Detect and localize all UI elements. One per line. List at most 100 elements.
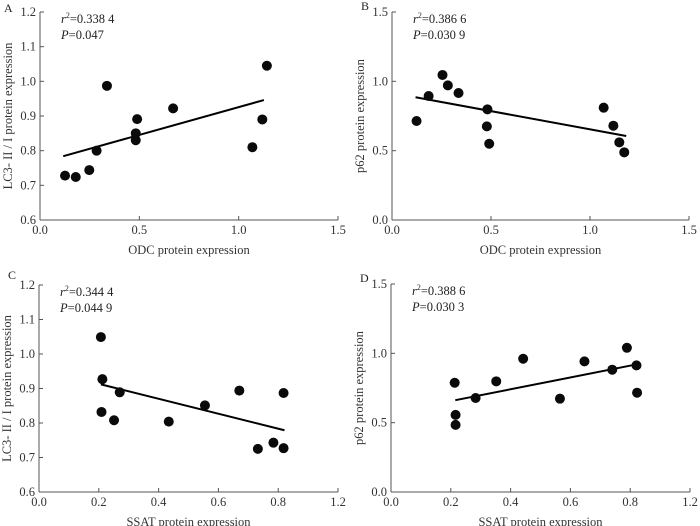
y-tick-label: 0.8 (19, 416, 35, 430)
data-point (97, 374, 108, 385)
panel-d: D 0.0 0.2 0.4 0.6 0.8 1.2 0.0 0.5 1.0 1.5 SSAT prot… (352, 271, 698, 526)
r-squared-stat: r2=0.344 4 (60, 284, 114, 299)
x-tick-label: 1.5 (681, 223, 697, 237)
p-symbol: P (60, 28, 69, 42)
data-point (168, 103, 179, 114)
data-point (101, 80, 112, 91)
data-point (484, 138, 495, 149)
data-point (598, 102, 609, 113)
r-squared-value: =0.386 6 (422, 12, 467, 26)
data-point (481, 121, 492, 132)
y-tick-label: 0.5 (372, 144, 388, 158)
data-point (132, 114, 143, 125)
y-tick-label: 0.6 (19, 485, 35, 499)
panel-a: A 0.0 0.5 1.0 1.5 0.6 0.7 0.8 0.9 1.0 1.1 1.2 ODC pr… (1, 1, 346, 257)
y-tick-label: 0.7 (19, 451, 35, 465)
data-point (608, 120, 619, 131)
data-point (278, 387, 289, 398)
data-point (247, 142, 258, 153)
data-point (114, 387, 125, 398)
data-point (84, 165, 95, 176)
y-tick-label: 1.0 (20, 74, 36, 88)
data-point (199, 400, 210, 411)
y-tick-label: 1.2 (19, 278, 35, 292)
x-tick-label: 1.0 (231, 223, 247, 237)
y-tick-label: 1.2 (20, 5, 36, 19)
data-point (96, 406, 107, 417)
data-point (130, 135, 141, 146)
x-tick-label: 0.2 (443, 495, 459, 509)
panel-c: C 0.0 0.2 0.4 0.6 0.8 1.2 0.6 0.7 0.8 0.9 1.0 1.1 1.2… (0, 268, 346, 526)
x-axis-label: ODC protein expression (128, 243, 250, 257)
data-point (621, 342, 632, 353)
x-tick-label: 0.6 (563, 495, 579, 509)
x-tick-label: 0.0 (383, 495, 399, 509)
regression-line (455, 363, 636, 402)
y-tick-label: 1.5 (372, 5, 388, 19)
x-tick-label: 0.8 (270, 495, 286, 509)
r-symbol: r (61, 12, 66, 26)
p-value-stat: P=0.030 9 (412, 28, 465, 42)
y-axis-label: p62 protein expression (352, 330, 366, 445)
r-symbol: r (60, 285, 65, 299)
r-squared-value: =0.388 6 (421, 284, 466, 298)
p-symbol: P (411, 300, 420, 314)
data-point (579, 356, 590, 367)
data-point (450, 419, 461, 430)
y-tick-label: 0.0 (371, 485, 387, 499)
data-point (130, 128, 141, 139)
data-point (70, 172, 81, 183)
data-point (518, 353, 529, 364)
data-point (632, 387, 643, 398)
p-symbol: P (412, 28, 421, 42)
r-squared-stat: r2=0.386 6 (413, 11, 466, 26)
data-point (453, 87, 464, 98)
y-tick-label: 1.5 (371, 277, 387, 291)
y-tick-label: 0.9 (19, 382, 35, 396)
data-point (109, 415, 120, 426)
data-point (234, 385, 245, 396)
x-axis-label: SSAT protein expression (478, 515, 603, 526)
p-value: =0.030 3 (420, 300, 465, 314)
r-symbol: r (412, 284, 417, 298)
x-tick-label: 1.0 (582, 223, 598, 237)
p-value-stat: P=0.030 3 (411, 300, 464, 314)
r-squared-value: =0.338 4 (70, 12, 115, 26)
panel-b: B 0.0 0.5 1.0 1.5 0.0 0.5 1.0 1.5 ODC protein exp… (353, 0, 697, 257)
y-tick-label: 0.9 (20, 109, 36, 123)
data-point (614, 137, 625, 148)
data-point (450, 409, 461, 420)
x-tick-label: 0.6 (211, 495, 227, 509)
data-point (554, 393, 565, 404)
y-tick-label: 1.1 (20, 40, 36, 54)
x-axis-label: ODC protein expression (480, 243, 602, 257)
r-squared-value: =0.344 4 (69, 285, 114, 299)
x-tick-label: 0.8 (622, 495, 638, 509)
p-symbol: P (59, 301, 68, 315)
x-tick-label: 0.4 (151, 495, 167, 509)
data-point (449, 377, 460, 388)
panel-letter: C (8, 268, 16, 282)
x-tick-label: 1.5 (330, 223, 346, 237)
p-value: =0.047 (69, 28, 104, 42)
regression-line (415, 96, 627, 137)
r-symbol: r (413, 12, 418, 26)
superscript-2: 2 (65, 284, 69, 293)
panel-letter: B (361, 0, 369, 13)
superscript-2: 2 (417, 283, 421, 292)
data-point (423, 91, 434, 102)
y-tick-label: 1.1 (19, 313, 35, 327)
y-tick-label: 1.0 (19, 347, 35, 361)
data-point (631, 360, 642, 371)
x-tick-label: 0.5 (132, 223, 148, 237)
data-point (261, 60, 272, 71)
p-value-stat: P=0.044 9 (59, 301, 112, 315)
regression-line (100, 383, 285, 432)
y-tick-label: 0.8 (20, 144, 36, 158)
x-tick-label: 0.2 (91, 495, 107, 509)
data-point (60, 170, 71, 181)
data-point (437, 69, 448, 80)
data-point (163, 416, 174, 427)
data-point (411, 115, 422, 126)
